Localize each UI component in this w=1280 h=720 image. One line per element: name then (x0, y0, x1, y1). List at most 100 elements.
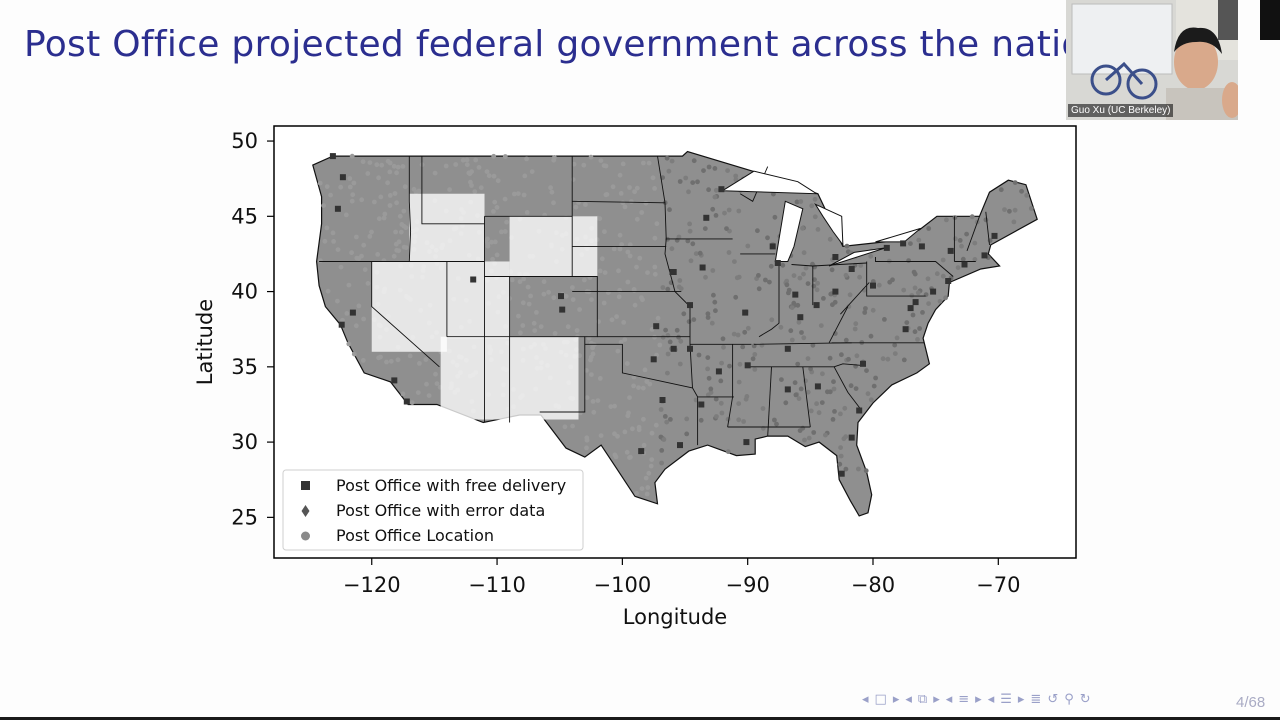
post-office-dot (387, 203, 393, 208)
triangle-right-icon[interactable]: ▸ (975, 692, 982, 707)
post-office-dot (780, 262, 786, 268)
post-office-dot (653, 422, 659, 428)
post-office-dot (391, 253, 397, 259)
post-office-dot (829, 267, 835, 273)
post-office-dot (972, 257, 978, 262)
post-office-dot (350, 192, 356, 198)
triangle-right-icon[interactable]: ▸ (933, 692, 940, 707)
post-office-dot (659, 448, 665, 453)
post-office-dot (838, 411, 843, 417)
post-office-dot (328, 192, 333, 198)
post-office-dot (713, 187, 719, 193)
free-delivery-marker (784, 386, 791, 393)
post-office-dot (668, 417, 673, 422)
beamer-navigation[interactable]: ◂ □ ▸ ◂ ⧉ ▸ ◂ ≡ ▸ ◂ ☰ ▸ ≣ ↺ ⚲ ↻ (862, 692, 1091, 707)
post-office-dot (478, 185, 484, 191)
post-office-dot (906, 258, 911, 263)
post-office-dot (588, 154, 594, 160)
post-office-dot (599, 256, 605, 262)
post-office-dot (791, 273, 797, 278)
post-office-dot (666, 168, 672, 174)
post-office-dot (745, 243, 751, 249)
post-office-dot (584, 435, 590, 441)
post-office-dot (467, 171, 473, 177)
triangle-right-icon[interactable]: ▸ (892, 692, 900, 707)
post-office-dot (643, 475, 649, 481)
post-office-dot (641, 160, 646, 166)
post-office-dot (760, 406, 766, 411)
legend-label-free-delivery: Post Office with free delivery (336, 476, 566, 495)
post-office-dot (374, 162, 380, 168)
free-delivery-markers (329, 153, 998, 477)
post-office-dot (684, 431, 690, 437)
post-office-dot (756, 286, 762, 292)
free-delivery-marker (856, 407, 863, 414)
post-office-dot (367, 234, 373, 239)
post-office-dot (821, 296, 826, 301)
post-office-dot (375, 252, 381, 257)
post-office-dot (631, 287, 637, 292)
triangle-left-icon[interactable]: ◂ (945, 692, 953, 707)
post-office-dot (584, 395, 590, 400)
post-office-dot (655, 315, 661, 321)
post-office-dot (591, 409, 597, 415)
post-office-dot (627, 185, 632, 190)
post-office-dot (502, 196, 508, 202)
redo-icon[interactable]: ↻ (1079, 692, 1091, 707)
free-delivery-marker (813, 302, 820, 309)
post-office-dot (648, 463, 654, 469)
free-delivery-marker (338, 321, 345, 328)
triangle-left-icon[interactable]: ◂ (905, 692, 912, 707)
post-office-dot (912, 329, 918, 335)
post-office-dot (819, 400, 825, 405)
post-office-dot (839, 352, 844, 358)
post-office-dot (843, 434, 849, 440)
post-office-dot (925, 276, 931, 282)
free-delivery-marker (329, 153, 336, 160)
free-delivery-marker (797, 314, 804, 321)
list-icon[interactable]: ☰ (1000, 692, 1012, 707)
free-delivery-marker (659, 397, 666, 403)
post-office-dot (783, 400, 789, 406)
frame-icon[interactable]: □ (874, 692, 887, 707)
post-office-dot (712, 194, 718, 200)
post-office-dot (354, 234, 359, 240)
post-office-dot (521, 192, 527, 198)
post-office-dot (534, 310, 539, 315)
post-office-dot (838, 453, 844, 459)
subsection-icon[interactable]: ⧉ (917, 692, 928, 707)
search-icon[interactable]: ⚲ (1064, 692, 1074, 707)
post-office-dot (805, 356, 811, 361)
post-office-dot (627, 395, 632, 400)
great-lake (814, 203, 844, 247)
post-office-dot (639, 486, 645, 491)
free-delivery-marker (339, 174, 346, 181)
post-office-dot (354, 255, 360, 261)
post-office-dot (771, 191, 776, 197)
post-office-dot (818, 323, 824, 328)
triangle-right-icon[interactable]: ▸ (1017, 692, 1025, 707)
post-office-dot (378, 354, 383, 360)
post-office-dot (589, 372, 594, 377)
post-office-dot (400, 164, 406, 169)
undo-icon[interactable]: ↺ (1047, 692, 1059, 707)
post-office-dot (901, 287, 907, 293)
post-office-dot (502, 154, 508, 159)
triangle-left-icon[interactable]: ◂ (987, 692, 995, 707)
post-office-dot (362, 267, 368, 272)
post-office-dot (1002, 207, 1007, 212)
post-office-dot (702, 226, 708, 231)
post-office-dot (613, 454, 619, 460)
post-office-dot (360, 159, 366, 165)
section-icon[interactable]: ≡ (958, 692, 970, 707)
post-office-dot (652, 334, 657, 340)
post-office-dot (491, 153, 497, 159)
triangle-left-icon[interactable]: ◂ (862, 692, 869, 707)
post-office-dot (683, 175, 689, 181)
post-office-dot (690, 241, 696, 247)
align-icon[interactable]: ≣ (1030, 692, 1042, 707)
x-tick-label: −110 (468, 573, 526, 597)
post-office-dot (768, 263, 774, 269)
post-office-dot (772, 214, 778, 220)
post-office-dot (998, 187, 1004, 193)
